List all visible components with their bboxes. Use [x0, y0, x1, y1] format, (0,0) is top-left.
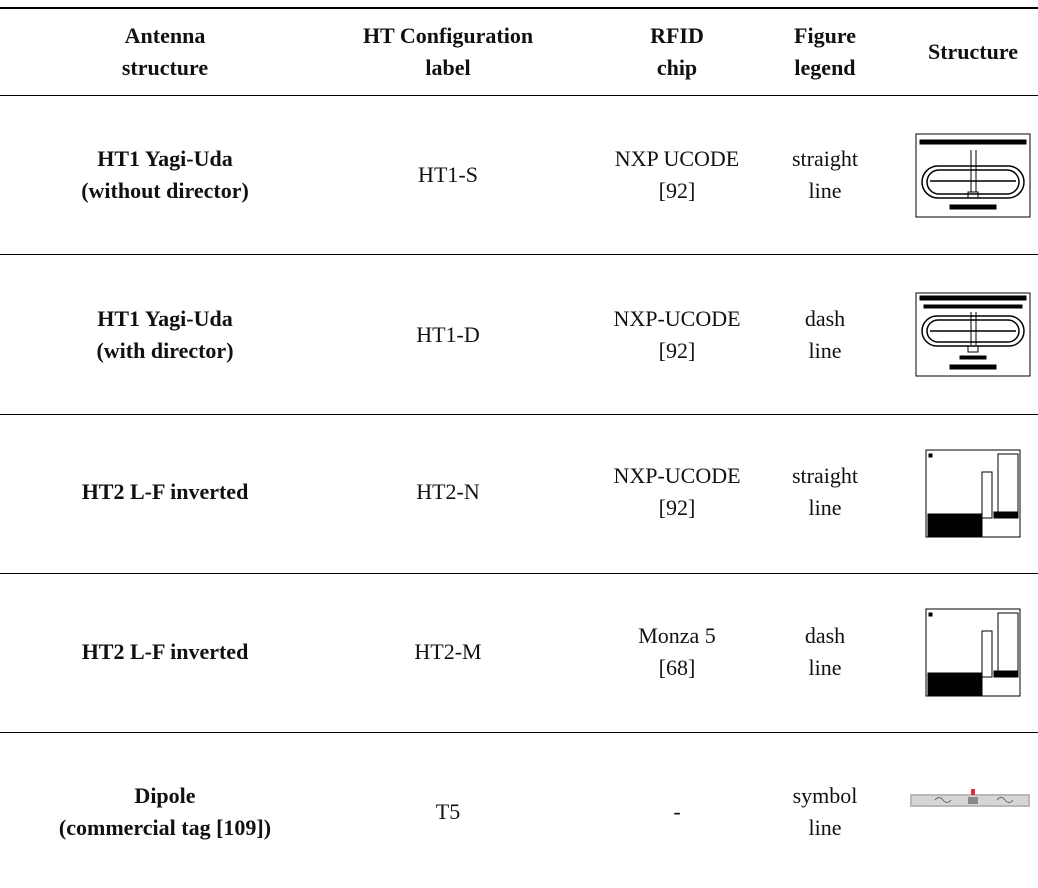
cell-line: HT2 L-F inverted	[81, 479, 249, 504]
table-cell: HT2 L-F inverted	[82, 476, 249, 508]
cell-line: line	[808, 495, 842, 520]
cell-line: Monza 5	[638, 623, 716, 648]
table-cell: Dipole (commercial tag [109])	[59, 780, 271, 844]
cell-line: symbol	[792, 783, 858, 808]
cell-line: [68]	[658, 655, 696, 680]
row-rule	[0, 254, 1038, 255]
cell-line: RFID	[650, 23, 704, 48]
cell-line: NXP UCODE	[614, 146, 740, 171]
cell-line: HT1 Yagi-Uda	[97, 146, 233, 171]
table-cell: HT2 L-F inverted	[82, 636, 249, 668]
header-cell: Figure legend	[794, 20, 856, 84]
cell-line: (with director)	[96, 338, 234, 363]
table-cell: dash line	[805, 620, 845, 684]
cell-line: [92]	[658, 495, 696, 520]
table-cell: HT1 Yagi-Uda (without director)	[81, 143, 249, 207]
yagi-director-icon	[915, 292, 1031, 377]
cell-line: HT2-M	[414, 639, 482, 664]
dipole-icon	[910, 789, 1030, 807]
yagi-icon	[915, 133, 1031, 218]
row-rule	[0, 732, 1038, 733]
table-cell: HT1 Yagi-Uda (with director)	[96, 303, 233, 367]
cell-line: -	[673, 799, 681, 824]
cell-line: HT1-D	[416, 322, 480, 347]
table-cell: NXP UCODE [92]	[615, 143, 739, 207]
cell-line: HT1 Yagi-Uda	[97, 306, 233, 331]
top-rule	[0, 7, 1038, 9]
cell-line: HT1-S	[418, 162, 478, 187]
cell-line: HT2-N	[416, 479, 480, 504]
row-rule	[0, 414, 1038, 415]
cell-line: HT2 L-F inverted	[81, 639, 249, 664]
cell-line: Dipole	[134, 783, 196, 808]
table-cell: HT2-N	[416, 476, 480, 508]
table-cell: straight line	[792, 143, 858, 207]
cell-line: legend	[794, 55, 856, 80]
cell-line: line	[808, 338, 842, 363]
table-cell: NXP-UCODE [92]	[613, 303, 740, 367]
cell-line: straight	[792, 463, 858, 488]
table-cell: straight line	[792, 460, 858, 524]
cell-line: dash	[804, 623, 846, 648]
lf-icon	[925, 608, 1021, 697]
lf-icon	[925, 449, 1021, 538]
header-cell: Structure	[928, 36, 1018, 68]
cell-line: straight	[792, 146, 858, 171]
cell-line: line	[808, 815, 842, 840]
cell-line: structure	[121, 55, 209, 80]
header-cell: Antenna structure	[122, 20, 208, 84]
cell-line: Figure	[794, 23, 856, 48]
table-cell: dash line	[805, 303, 845, 367]
cell-line: [92]	[658, 338, 696, 363]
cell-line: NXP-UCODE	[613, 463, 741, 488]
cell-line: line	[808, 655, 842, 680]
cell-line: T5	[435, 799, 461, 824]
header-cell: RFID chip	[650, 20, 704, 84]
cell-line: line	[808, 178, 842, 203]
table-cell: Monza 5 [68]	[638, 620, 716, 684]
table-cell: HT2-M	[414, 636, 481, 668]
cell-line: Structure	[927, 39, 1019, 64]
cell-line: chip	[656, 55, 698, 80]
table-cell: -	[673, 796, 680, 828]
table-cell: HT1-S	[418, 159, 478, 191]
header-rule	[0, 95, 1038, 96]
table-cell: T5	[436, 796, 460, 828]
row-rule	[0, 573, 1038, 574]
cell-line: NXP-UCODE	[613, 306, 741, 331]
cell-line: [92]	[658, 178, 696, 203]
cell-line: Antenna	[124, 23, 206, 48]
cell-line: label	[425, 55, 471, 80]
table-cell: NXP-UCODE [92]	[613, 460, 740, 524]
header-cell: HT Configuration label	[363, 20, 533, 84]
table-cell: symbol line	[793, 780, 858, 844]
cell-line: dash	[804, 306, 846, 331]
cell-line: (commercial tag [109])	[58, 815, 272, 840]
cell-line: (without director)	[81, 178, 249, 203]
cell-line: HT Configuration	[362, 23, 534, 48]
table-cell: HT1-D	[416, 319, 480, 351]
